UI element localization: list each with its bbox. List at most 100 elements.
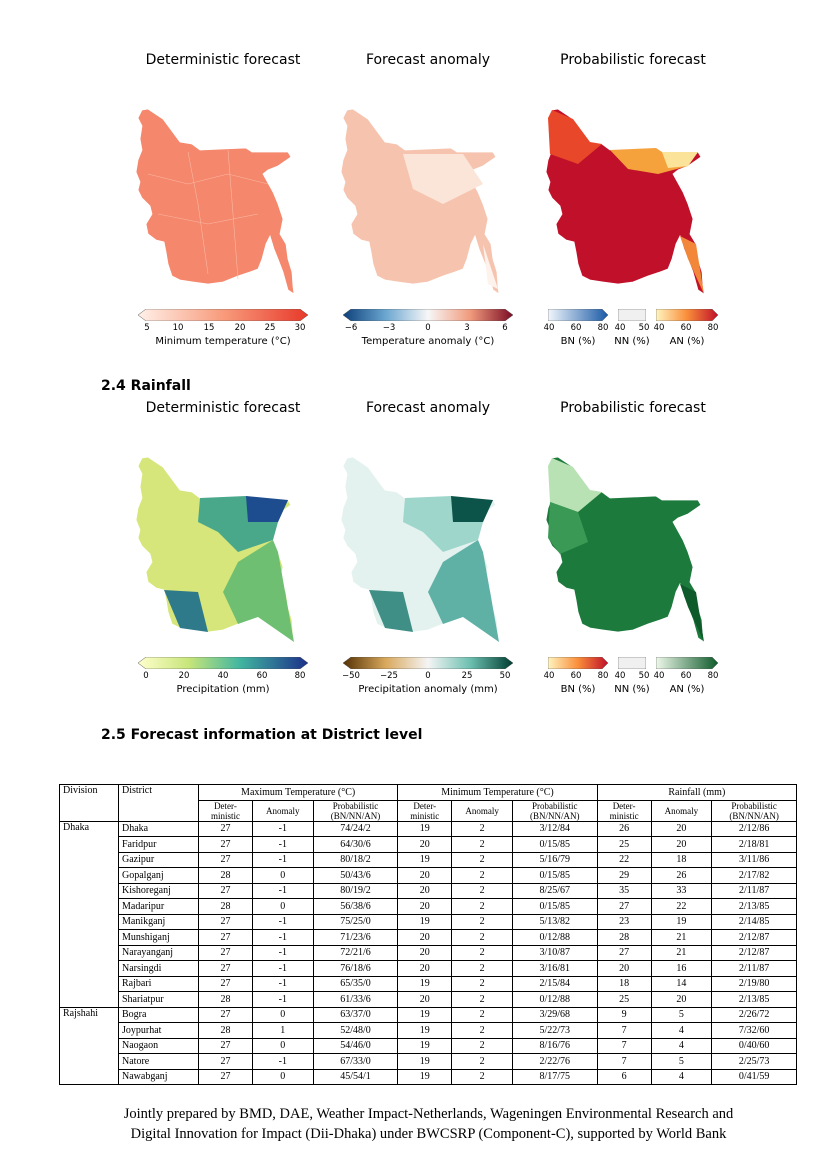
value-cell: 2 [451, 1053, 513, 1070]
value-cell: 27 [198, 929, 253, 946]
value-cell: 4 [650, 1068, 713, 1085]
value-cell: 3/11/86 [711, 851, 797, 868]
colorbar-bn [548, 309, 608, 321]
district-cell: Munshiganj [118, 929, 199, 946]
value-cell: 8/16/76 [511, 1037, 598, 1054]
value-cell: 80/18/2 [312, 851, 399, 868]
value-cell: 16 [650, 960, 713, 977]
value-cell: 8/25/67 [511, 882, 598, 899]
district-cell: Madaripur [118, 898, 199, 915]
value-cell: 20 [397, 882, 453, 899]
value-cell: 2 [451, 929, 513, 946]
colorbar [138, 657, 308, 669]
rain-subheader: Anomaly [650, 799, 713, 822]
value-cell: 27 [198, 836, 253, 853]
table-row: Nawabganj 27 0 45/54/1 19 2 8/17/75 6 4 0/41/59 [60, 1068, 797, 1085]
value-cell: 2/12/86 [711, 820, 797, 837]
district-cell: Kishoreganj [118, 882, 199, 899]
an-label: AN (%) [669, 336, 705, 347]
tick-label: 80 [707, 671, 719, 681]
value-cell: 2/18/81 [711, 836, 797, 853]
footer-line-2: Digital Innovation for Impact (Dii-Dhaka… [130, 1126, 727, 1142]
tick-label: 25 [264, 323, 276, 333]
temp-probabilistic-panel: Probabilistic forecast 40 60 80 40 50 40… [538, 52, 728, 352]
tick-label: 20 [178, 671, 190, 681]
rain-subheader: Probabilistic (BN/NN/AN) [711, 799, 797, 822]
district-header: District [118, 784, 199, 822]
tick-label: 40 [217, 671, 229, 681]
bangladesh-map [135, 456, 295, 643]
value-cell: 2/11/87 [711, 882, 797, 899]
min-subheader: Deter- ministic [397, 799, 453, 822]
value-cell: 61/33/6 [312, 991, 399, 1008]
tick-label: 5 [144, 323, 150, 333]
value-cell: 2/22/76 [511, 1053, 598, 1070]
tick-label: 60 [570, 671, 582, 681]
tick-label: −3 [382, 323, 396, 333]
value-cell: 45/54/1 [312, 1068, 399, 1085]
bangladesh-map [135, 108, 295, 295]
tick-label: 3 [464, 323, 470, 333]
table-row: Joypurhat 28 1 52/48/0 19 2 5/22/73 7 4 7/32/60 [60, 1022, 797, 1039]
value-cell: 29 [596, 867, 652, 884]
max-subheader: Anomaly [251, 799, 314, 822]
value-cell: 20 [397, 929, 453, 946]
value-cell: 7/32/60 [711, 1022, 797, 1039]
tick-label: 80 [597, 671, 609, 681]
value-cell: 27 [198, 851, 253, 868]
temp-anomaly-panel: Forecast anomaly −6 −3 0 3 6 Temperature… [333, 52, 523, 352]
an-label: AN (%) [669, 684, 705, 695]
value-cell: 27 [198, 960, 253, 977]
tick-label: 15 [203, 323, 215, 333]
temp-deterministic-panel: Deterministic forecast 5 10 15 20 25 30 … [128, 52, 318, 352]
district-cell: Shariatpur [118, 991, 199, 1008]
colorbar-nn [618, 309, 646, 321]
value-cell: 27 [198, 1053, 253, 1070]
value-cell: 2/14/85 [711, 913, 797, 930]
value-cell: 19 [397, 1006, 453, 1023]
value-cell: 5 [650, 1006, 713, 1023]
value-cell: 25 [596, 836, 652, 853]
value-cell: 2 [451, 991, 513, 1008]
colorbar [138, 309, 308, 321]
value-cell: -1 [251, 991, 314, 1008]
value-cell: 72/21/6 [312, 944, 399, 961]
colorbar-an [656, 657, 718, 669]
table-row: Faridpur 27 -1 64/30/6 20 2 0/15/85 25 20 2/18/81 [60, 836, 797, 853]
value-cell: 19 [397, 913, 453, 930]
tick-label: 40 [653, 671, 665, 681]
value-cell: 2/12/87 [711, 929, 797, 946]
colorbar [343, 657, 513, 669]
value-cell: 0/15/85 [511, 898, 598, 915]
value-cell: 2 [451, 1037, 513, 1054]
table-row: Naogaon 27 0 54/46/0 19 2 8/16/76 7 4 0/40/60 [60, 1037, 797, 1054]
value-cell: 2 [451, 836, 513, 853]
district-cell: Dhaka [118, 820, 199, 837]
district-cell: Gopalganj [118, 867, 199, 884]
value-cell: 56/38/6 [312, 898, 399, 915]
value-cell: -1 [251, 1053, 314, 1070]
footer-line-1: Jointly prepared by BMD, DAE, Weather Im… [123, 1106, 734, 1122]
tick-label: −6 [344, 323, 358, 333]
value-cell: 14 [650, 975, 713, 992]
value-cell: 20 [650, 820, 713, 837]
tick-label: 0 [143, 671, 149, 681]
tick-label: 80 [707, 323, 719, 333]
colorbar [343, 309, 513, 321]
value-cell: 27 [198, 1037, 253, 1054]
value-cell: 75/25/0 [312, 913, 399, 930]
value-cell: 7 [596, 1022, 652, 1039]
value-cell: 3/10/87 [511, 944, 598, 961]
bn-label: BN (%) [560, 336, 596, 347]
value-cell: 5/22/73 [511, 1022, 598, 1039]
panel-title: Probabilistic forecast [560, 52, 706, 68]
value-cell: 18 [596, 975, 652, 992]
rainfall-heading: 2.4 Rainfall [101, 378, 191, 394]
min-temp-header: Minimum Temperature (°C) [397, 784, 598, 801]
tick-label: 50 [499, 671, 511, 681]
value-cell: 2/13/85 [711, 898, 797, 915]
value-cell: 19 [397, 1037, 453, 1054]
table-row: Rajbari 27 -1 65/35/0 19 2 2/15/84 18 14 2/19/80 [60, 975, 797, 992]
value-cell: 5/16/79 [511, 851, 598, 868]
value-cell: 25 [596, 991, 652, 1008]
